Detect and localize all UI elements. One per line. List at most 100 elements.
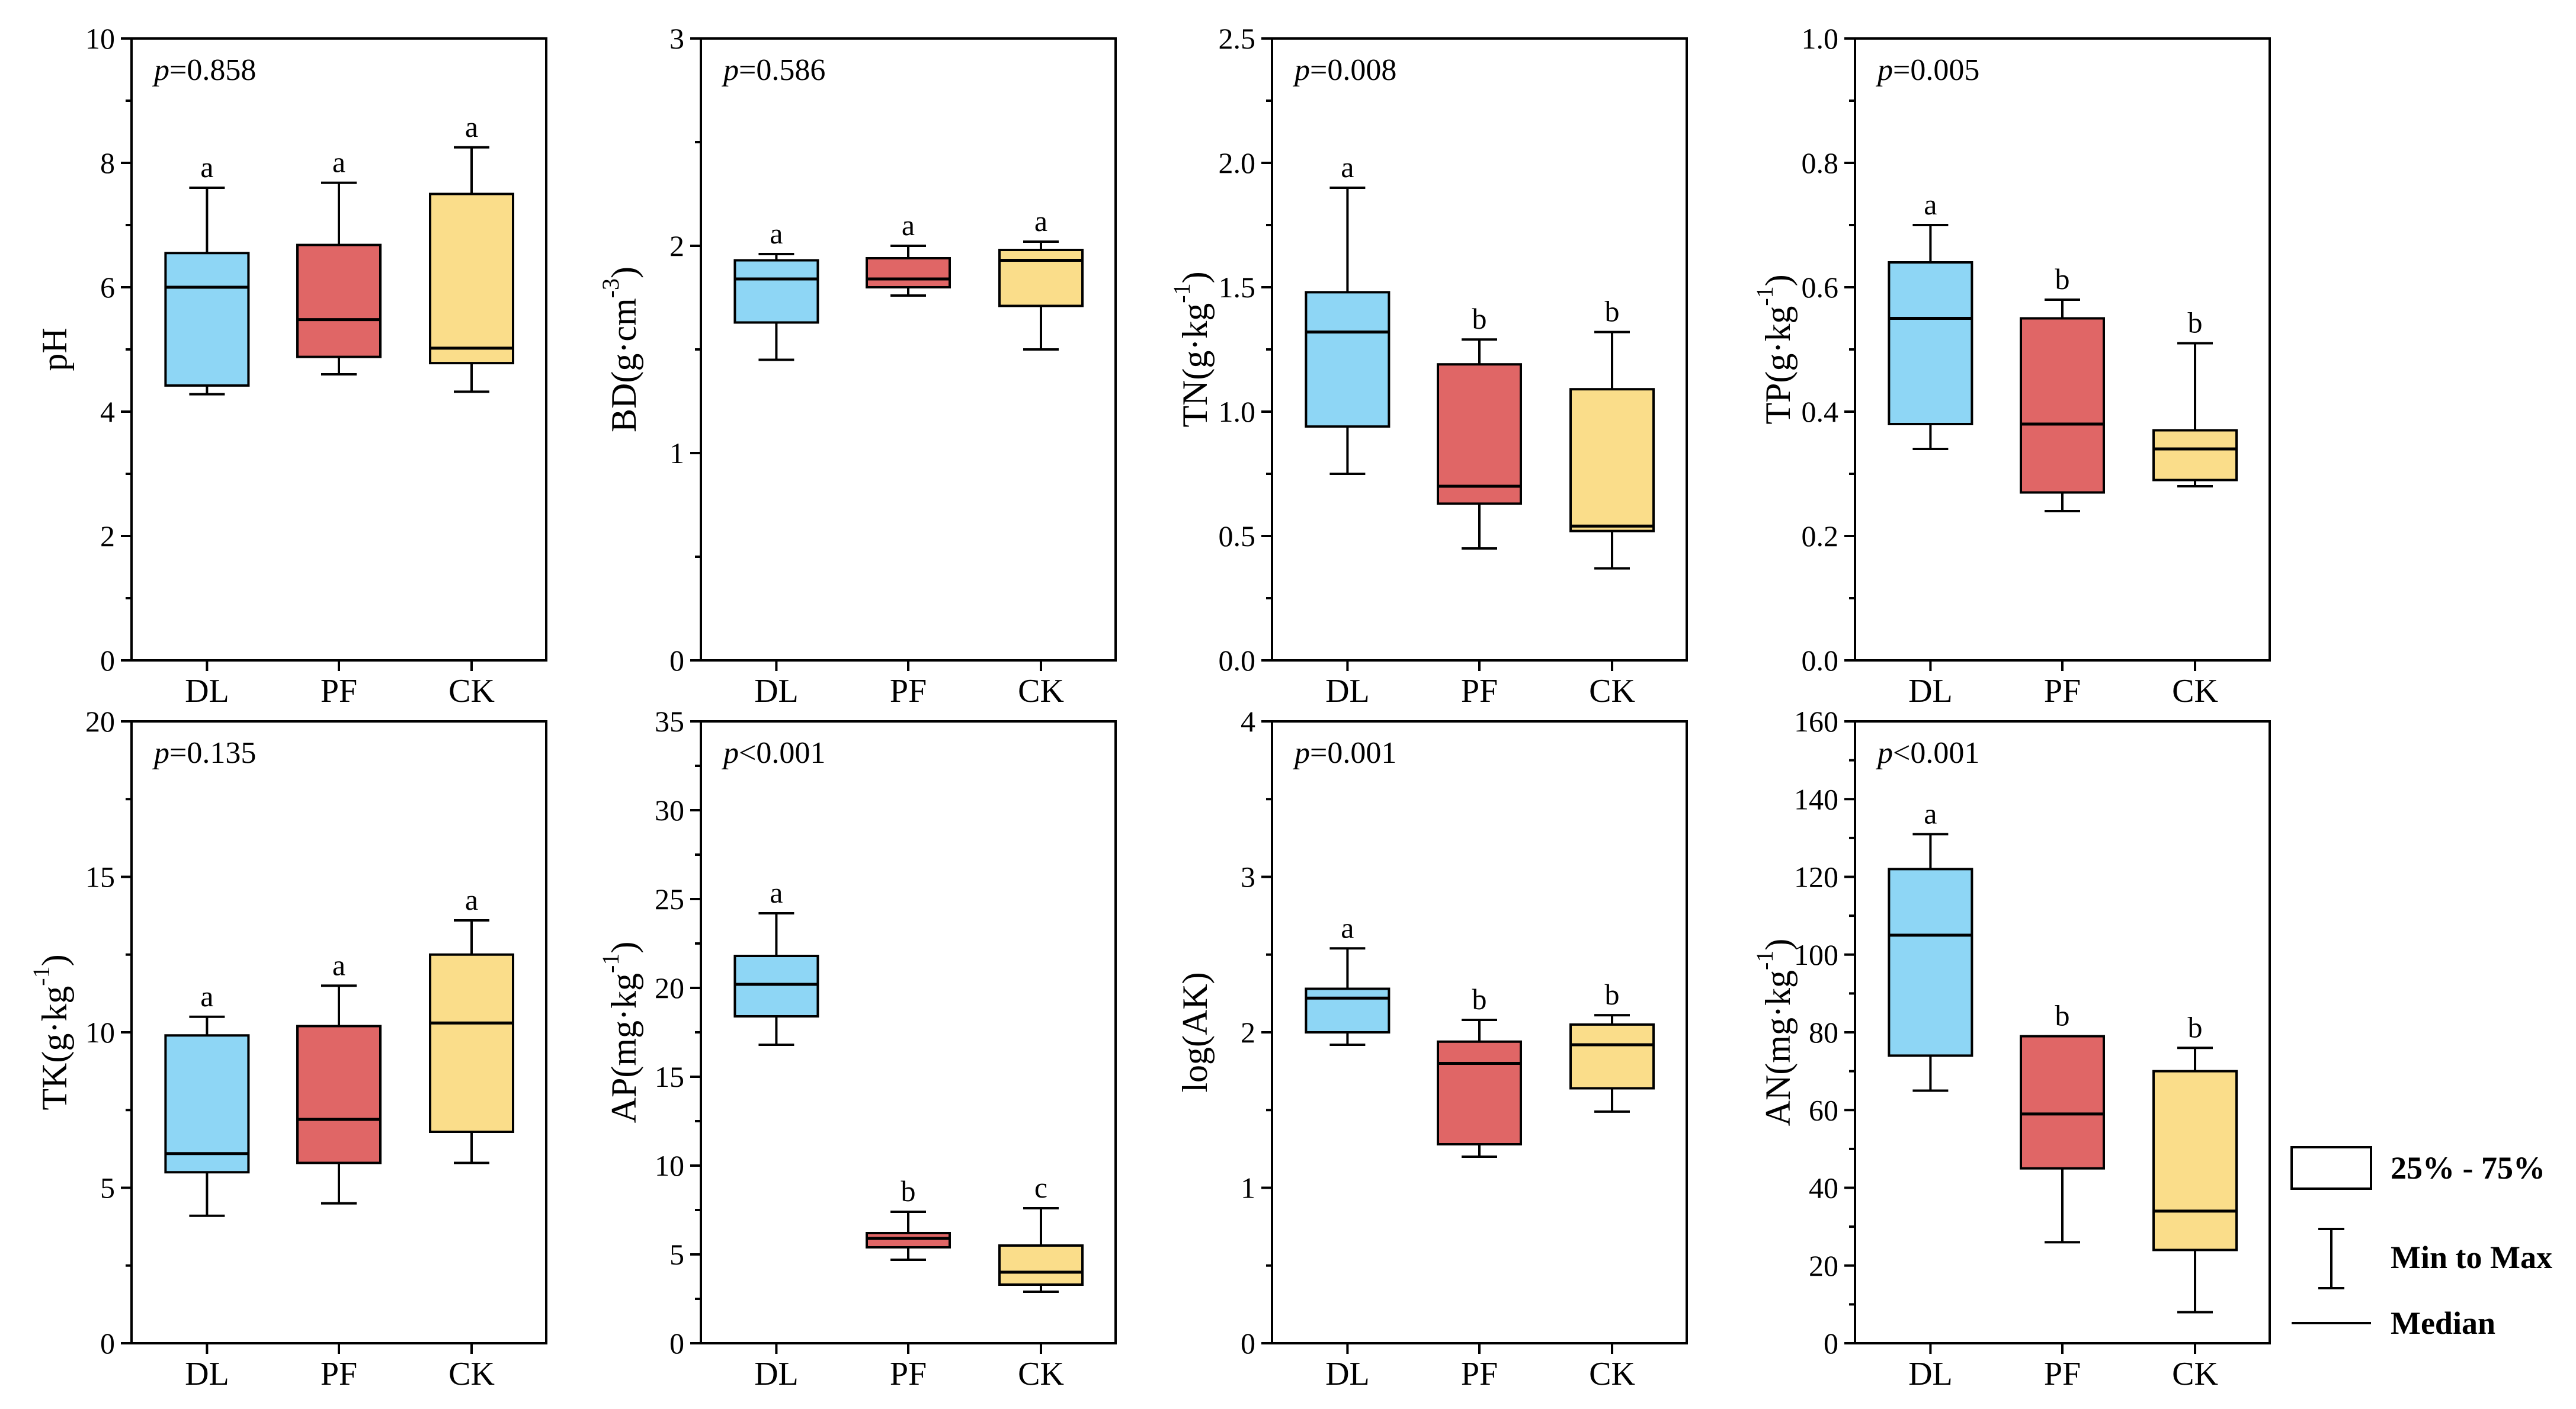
x-tick-label-pf: PF bbox=[890, 673, 927, 710]
y-tick-label: 3 bbox=[1241, 861, 1255, 894]
y-tick-label: 30 bbox=[655, 794, 684, 827]
y-tick-label: 3 bbox=[669, 22, 684, 55]
x-tick-label-ck: CK bbox=[2172, 1356, 2218, 1392]
y-tick-label: 0 bbox=[100, 1327, 115, 1360]
box-pf: a bbox=[296, 146, 382, 375]
y-tick-label: 1.0 bbox=[1219, 395, 1256, 428]
p-value: p=0.005 bbox=[1875, 53, 1979, 87]
y-tick-label: 10 bbox=[85, 1016, 115, 1049]
y-tick-label: 2 bbox=[669, 229, 684, 262]
panel-bd: 0 1 2 3 BD(g·cm-3) p=0.586 DL a PF a CK a bbox=[597, 22, 1117, 710]
y-tick-label: 0 bbox=[100, 644, 115, 677]
y-tick-label: 25 bbox=[655, 882, 684, 916]
box-ck: a bbox=[429, 883, 514, 1164]
box-dl: a bbox=[1888, 188, 1973, 450]
p-value: p=0.001 bbox=[1292, 736, 1396, 770]
p-value: p=0.008 bbox=[1292, 53, 1396, 87]
iqr-box bbox=[1437, 1040, 1522, 1145]
iqr-box bbox=[733, 955, 819, 1018]
x-tick-label-dl: DL bbox=[1908, 673, 1953, 710]
box-dl: a bbox=[1888, 797, 1973, 1092]
y-tick-label: 2.0 bbox=[1219, 146, 1256, 179]
box-pf: b bbox=[2020, 262, 2105, 512]
significance-letter: a bbox=[770, 876, 783, 909]
iqr-box bbox=[733, 259, 819, 324]
iqr-box bbox=[164, 252, 250, 387]
iqr-box bbox=[866, 257, 951, 288]
iqr-box bbox=[429, 192, 514, 365]
y-tick-label: 1.0 bbox=[1802, 22, 1839, 55]
significance-letter: a bbox=[1341, 150, 1354, 184]
x-tick-label-dl: DL bbox=[1908, 1356, 1953, 1392]
iqr-box bbox=[1305, 291, 1390, 428]
panel-tp: 0.0 0.2 0.4 0.6 0.8 1.0 TP(g·kg-1) p=0.005 DL a PF… bbox=[1751, 22, 2271, 710]
significance-letter: a bbox=[200, 980, 213, 1013]
y-axis-title: BD(g·cm-3) bbox=[597, 267, 643, 432]
y-tick-label: 40 bbox=[1809, 1172, 1838, 1205]
iqr-box bbox=[1888, 868, 1973, 1057]
iqr-box bbox=[296, 1025, 382, 1164]
iqr-box bbox=[866, 1232, 951, 1248]
y-tick-label: 140 bbox=[1794, 782, 1838, 816]
x-tick-label-ck: CK bbox=[1589, 673, 1635, 710]
iqr-box bbox=[998, 249, 1084, 307]
iqr-box bbox=[429, 953, 514, 1133]
y-tick-label: 2.5 bbox=[1219, 22, 1256, 55]
legend-label-box: 25% - 75% bbox=[2391, 1150, 2545, 1186]
x-tick-label-ck: CK bbox=[1589, 1356, 1635, 1392]
significance-letter: b bbox=[1605, 978, 1620, 1011]
p-value: p=0.135 bbox=[152, 736, 256, 770]
box-dl: a bbox=[733, 217, 819, 361]
x-tick-label-ck: CK bbox=[1018, 1356, 1064, 1392]
box-ck: b bbox=[2152, 1010, 2238, 1314]
significance-letter: a bbox=[1341, 911, 1354, 944]
y-tick-label: 5 bbox=[669, 1238, 684, 1271]
significance-letter: a bbox=[1924, 797, 1937, 830]
y-tick-label: 60 bbox=[1809, 1093, 1838, 1126]
iqr-box bbox=[2152, 1070, 2238, 1251]
y-tick-label: 2 bbox=[1241, 1016, 1255, 1049]
legend-label-whisker: Min to Max bbox=[2391, 1240, 2552, 1275]
p-value: p<0.001 bbox=[721, 736, 825, 770]
panel-an: 0 20 40 60 80 100 120 140 160 AN(mg·kg-1) p<0.001 D… bbox=[1751, 705, 2271, 1392]
y-tick-label: 15 bbox=[85, 861, 115, 894]
panel-tn: 0.0 0.5 1.0 1.5 2.0 2.5 TN(g·kg-1) p=0.008 DL a PF… bbox=[1168, 22, 1688, 710]
y-tick-label: 80 bbox=[1809, 1016, 1838, 1049]
y-axis-title: TP(g·kg-1) bbox=[1751, 274, 1798, 424]
y-axis-title: TN(g·kg-1) bbox=[1168, 271, 1215, 427]
box-pf: a bbox=[296, 948, 382, 1205]
y-tick-label: 120 bbox=[1794, 861, 1838, 894]
y-tick-label: 5 bbox=[100, 1172, 115, 1205]
x-tick-label-dl: DL bbox=[185, 1356, 229, 1392]
y-tick-label: 0 bbox=[669, 1327, 684, 1360]
y-tick-label: 0.2 bbox=[1802, 519, 1839, 553]
significance-letter: b bbox=[901, 1174, 916, 1208]
iqr-box bbox=[2020, 317, 2105, 494]
x-tick-label-dl: DL bbox=[754, 673, 799, 710]
significance-letter: a bbox=[1034, 204, 1047, 237]
x-tick-label-pf: PF bbox=[321, 1356, 357, 1392]
y-tick-label: 0.0 bbox=[1219, 644, 1256, 677]
y-tick-label: 15 bbox=[655, 1060, 684, 1093]
x-tick-label-dl: DL bbox=[754, 1356, 799, 1392]
significance-letter: a bbox=[770, 217, 783, 250]
x-tick-label-pf: PF bbox=[2044, 673, 2081, 710]
significance-letter: a bbox=[902, 208, 915, 242]
y-tick-label: 20 bbox=[1809, 1249, 1838, 1282]
y-tick-label: 35 bbox=[655, 705, 684, 738]
significance-letter: b bbox=[1605, 295, 1620, 328]
box-pf: b bbox=[866, 1174, 951, 1261]
y-tick-label: 1 bbox=[669, 436, 684, 470]
y-tick-label: 0.4 bbox=[1802, 395, 1839, 428]
box-ck: a bbox=[429, 110, 514, 393]
iqr-box bbox=[1888, 261, 1973, 425]
y-tick-label: 0.6 bbox=[1802, 271, 1839, 304]
significance-letter: b bbox=[2188, 306, 2203, 339]
box-dl: a bbox=[1305, 911, 1390, 1046]
y-axis-title: AN(mg·kg-1) bbox=[1751, 939, 1798, 1126]
significance-letter: a bbox=[332, 948, 345, 981]
iqr-box bbox=[296, 243, 382, 358]
y-tick-label: 8 bbox=[100, 146, 115, 179]
iqr-box bbox=[2020, 1035, 2105, 1170]
panel-ph: 0 2 4 6 8 10 pH p=0.858 DL a PF a CK a bbox=[35, 22, 547, 710]
